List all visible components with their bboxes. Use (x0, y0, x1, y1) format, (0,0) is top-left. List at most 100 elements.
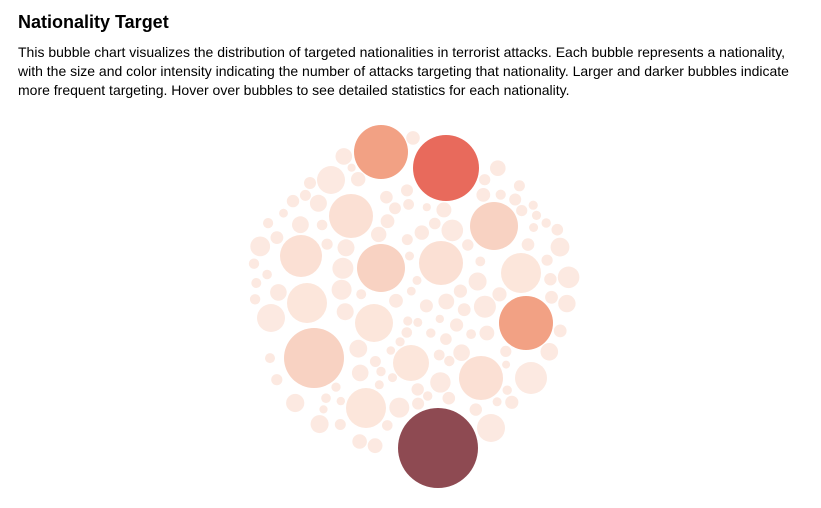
bubble-small[interactable] (265, 353, 275, 363)
bubble-small[interactable] (505, 395, 518, 408)
bubble-small[interactable] (521, 238, 534, 251)
bubble-small[interactable] (380, 214, 394, 228)
bubble-small[interactable] (541, 218, 550, 227)
bubble-small[interactable] (369, 356, 380, 367)
bubble-b14[interactable] (346, 388, 386, 428)
bubble-small[interactable] (414, 225, 428, 239)
bubble-small[interactable] (453, 344, 470, 361)
bubble-small[interactable] (321, 393, 331, 403)
bubble-small[interactable] (441, 219, 463, 241)
bubble-small[interactable] (389, 202, 401, 214)
bubble-small[interactable] (321, 238, 332, 249)
bubble-b6[interactable] (470, 202, 518, 250)
bubble-small[interactable] (436, 202, 451, 217)
bubble-small[interactable] (469, 403, 481, 415)
bubble-small[interactable] (433, 349, 444, 360)
bubble-small[interactable] (250, 236, 270, 256)
bubble-b5[interactable] (284, 328, 344, 388)
bubble-b2[interactable] (413, 135, 479, 201)
bubble-b18[interactable] (257, 304, 285, 332)
bubble-small[interactable] (316, 219, 327, 230)
bubble-b15[interactable] (355, 304, 393, 342)
bubble-small[interactable] (422, 203, 430, 211)
bubble-small[interactable] (557, 266, 579, 288)
bubble-small[interactable] (475, 256, 485, 266)
bubble-small[interactable] (376, 366, 385, 375)
bubble-b10[interactable] (280, 235, 322, 277)
bubble-small[interactable] (541, 254, 552, 265)
bubble-small[interactable] (401, 327, 412, 338)
bubble-small[interactable] (492, 397, 501, 406)
bubble-small[interactable] (251, 278, 261, 288)
bubble-small[interactable] (403, 199, 414, 210)
bubble-small[interactable] (371, 226, 386, 241)
bubble-small[interactable] (262, 269, 272, 279)
bubble-small[interactable] (347, 163, 355, 171)
bubble-b7[interactable] (357, 244, 405, 292)
bubble-small[interactable] (413, 318, 422, 327)
bubble-small[interactable] (502, 360, 510, 368)
bubble-small[interactable] (468, 272, 486, 290)
bubble-small[interactable] (292, 216, 309, 233)
bubble-small[interactable] (334, 419, 345, 430)
bubble-small[interactable] (444, 355, 454, 365)
bubble-small[interactable] (263, 218, 273, 228)
bubble-small[interactable] (412, 276, 421, 285)
bubble-small[interactable] (426, 328, 435, 337)
bubble-small[interactable] (453, 284, 466, 297)
bubble-small[interactable] (401, 234, 412, 245)
bubble-small[interactable] (492, 287, 506, 301)
bubble-small[interactable] (299, 190, 310, 201)
bubble-small[interactable] (500, 345, 511, 356)
bubble-small[interactable] (429, 217, 441, 229)
bubble-small[interactable] (386, 346, 395, 355)
bubble-small[interactable] (529, 223, 538, 232)
bubble-b13[interactable] (287, 283, 327, 323)
bubble-small[interactable] (406, 286, 415, 295)
bubble-small[interactable] (476, 188, 490, 202)
bubble-small[interactable] (336, 303, 353, 320)
bubble-b12[interactable] (501, 253, 541, 293)
bubble-small[interactable] (411, 383, 423, 395)
bubble-small[interactable] (389, 397, 409, 417)
bubble-small[interactable] (558, 295, 575, 312)
bubble-small[interactable] (271, 374, 282, 385)
bubble-b3[interactable] (354, 125, 408, 179)
bubble-small[interactable] (435, 314, 443, 322)
bubble-small[interactable] (473, 295, 495, 317)
bubble-b8[interactable] (419, 241, 463, 285)
bubble-small[interactable] (248, 258, 258, 268)
bubble-small[interactable] (304, 177, 316, 189)
bubble-small[interactable] (310, 415, 328, 433)
bubble-small[interactable] (331, 279, 351, 299)
bubble-chart[interactable] (211, 108, 611, 488)
bubble-small[interactable] (479, 174, 490, 185)
bubble-small[interactable] (550, 237, 569, 256)
bubble-small[interactable] (423, 391, 432, 400)
bubble-b16[interactable] (393, 345, 429, 381)
bubble-small[interactable] (462, 239, 473, 250)
bubble-b20[interactable] (477, 414, 505, 442)
bubble-small[interactable] (545, 291, 558, 304)
bubble-small[interactable] (352, 434, 367, 449)
bubble-small[interactable] (270, 231, 283, 244)
bubble-b19[interactable] (317, 166, 345, 194)
bubble-small[interactable] (495, 189, 505, 199)
bubble-small[interactable] (286, 195, 298, 207)
bubble-small[interactable] (309, 194, 326, 211)
bubble-small[interactable] (249, 294, 259, 304)
bubble-small[interactable] (332, 257, 353, 278)
bubble-small[interactable] (389, 294, 403, 308)
bubble-small[interactable] (286, 394, 304, 412)
bubble-small[interactable] (401, 184, 413, 196)
bubble-b17[interactable] (515, 362, 547, 394)
bubble-small[interactable] (331, 382, 340, 391)
bubble-small[interactable] (440, 333, 452, 345)
bubble-small[interactable] (516, 205, 527, 216)
bubble-small[interactable] (406, 131, 420, 145)
bubble-small[interactable] (388, 373, 397, 382)
bubble-small[interactable] (502, 385, 511, 394)
bubble-small[interactable] (382, 420, 393, 431)
bubble-small[interactable] (442, 392, 455, 405)
bubble-small[interactable] (367, 438, 382, 453)
